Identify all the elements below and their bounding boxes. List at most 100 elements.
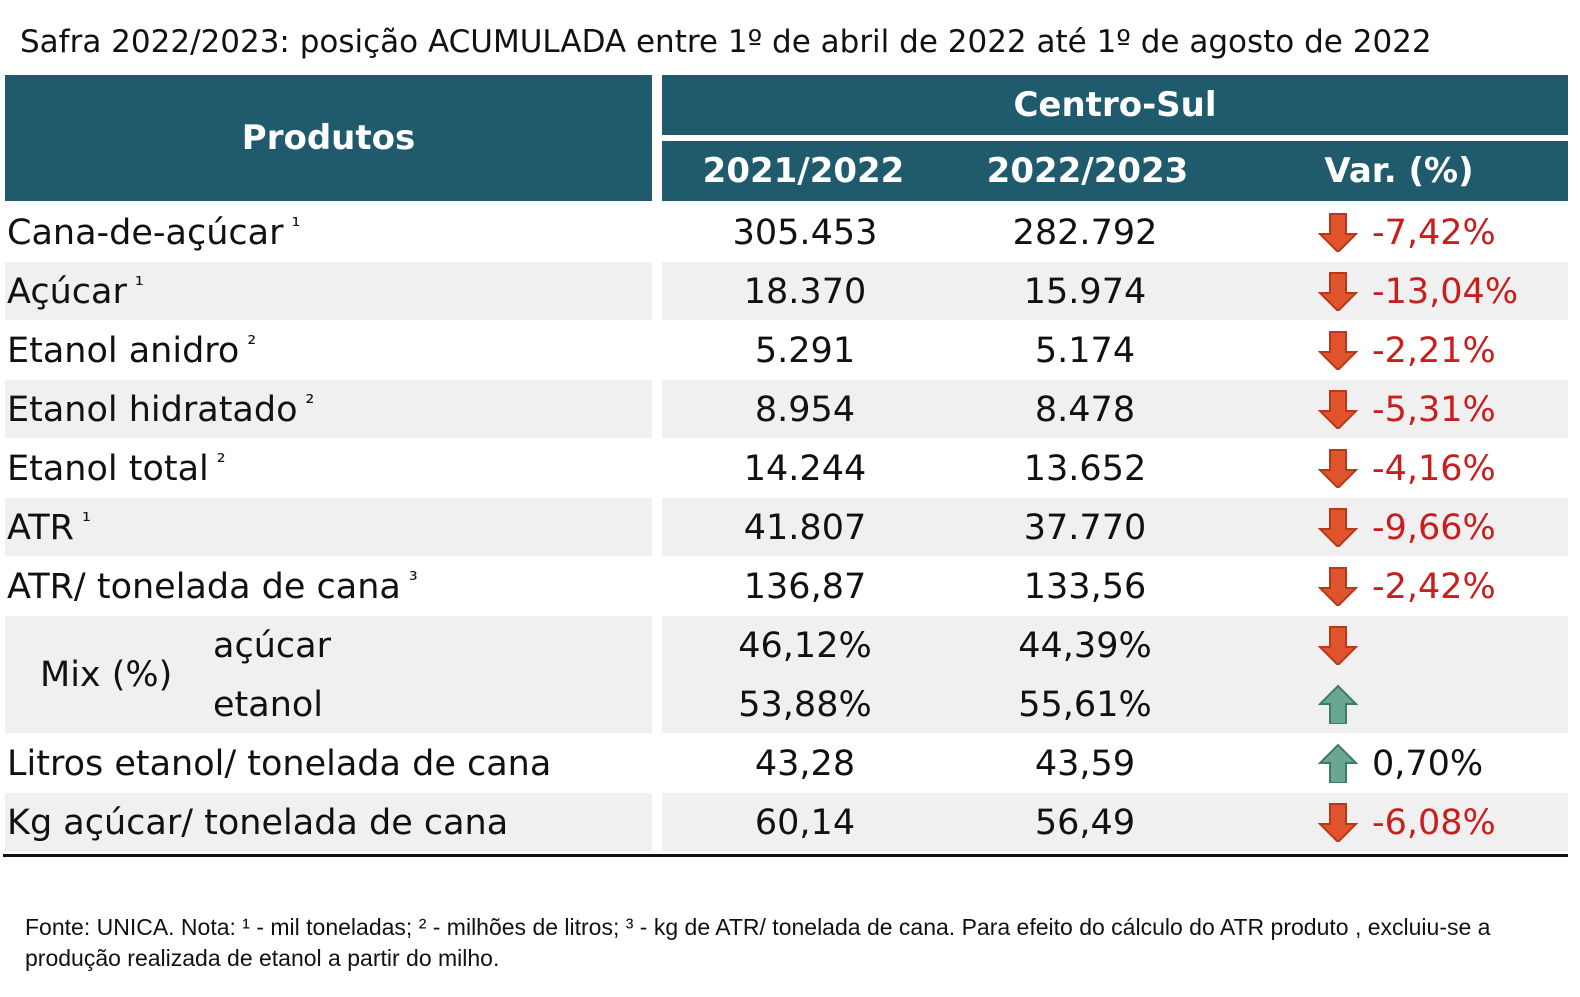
row-band <box>662 498 1568 556</box>
variation: -5,31% <box>1372 390 1496 430</box>
label-text: Kg açúcar/ tonelada de cana <box>7 803 509 843</box>
row-label: Kg açúcar/ tonelada de cana <box>7 806 508 841</box>
label-text: Etanol anidro <box>7 331 240 371</box>
arrow-down <box>1317 448 1359 490</box>
cell-value: 46,12% <box>738 626 872 666</box>
row-band <box>5 262 652 320</box>
cell-value: 43,28 <box>754 744 856 784</box>
footnote-mark: ¹ <box>134 273 144 298</box>
row-band <box>5 793 652 851</box>
arrow-icon <box>1317 272 1359 313</box>
cell-value: 8.478 <box>1034 390 1136 430</box>
footnote-mark: ² <box>216 450 226 475</box>
footnote-mark: ³ <box>408 568 418 593</box>
arrow-icon <box>1317 331 1359 372</box>
row-band <box>5 498 652 556</box>
variation: -6,08% <box>1372 803 1496 843</box>
footnote-mark: ¹ <box>291 214 301 239</box>
arrow-icon <box>1317 390 1359 431</box>
label-text: ATR/ tonelada de cana <box>7 567 401 607</box>
sub-label: açúcar <box>213 626 331 666</box>
variation: -2,21% <box>1372 331 1496 371</box>
arrow-down <box>1317 625 1359 667</box>
row-label: Etanol hidratado ² <box>7 393 314 428</box>
cell-value: 18.370 <box>743 272 867 312</box>
row-label: Etanol total ² <box>7 452 226 487</box>
arrow-icon <box>1317 213 1359 254</box>
row-band <box>5 616 652 733</box>
variation: -4,16% <box>1372 449 1496 489</box>
row-label: Açúcar ¹ <box>7 275 144 310</box>
row-band <box>662 380 1568 438</box>
cell-value: 133,56 <box>1023 567 1147 607</box>
cell-value: 15.974 <box>1023 272 1147 312</box>
label-text: ATR <box>7 508 74 548</box>
cell-value: 5.174 <box>1034 331 1136 371</box>
row-band <box>5 380 652 438</box>
arrow-icon <box>1317 567 1359 608</box>
cell-value: 37.770 <box>1023 508 1147 548</box>
header-column: Var. (%) <box>1230 141 1568 201</box>
cell-value: 41.807 <box>743 508 867 548</box>
row-label: ATR/ tonelada de cana ³ <box>7 570 418 605</box>
variation: -7,42% <box>1372 213 1496 253</box>
arrow-up <box>1317 684 1359 725</box>
header-products: Produtos <box>5 75 652 201</box>
cell-value: 55,61% <box>1018 685 1152 725</box>
cell-value: 282.792 <box>1012 213 1158 253</box>
cell-value: 56,49 <box>1034 803 1136 843</box>
label-text: Etanol total <box>7 449 209 489</box>
arrow-icon <box>1317 449 1359 490</box>
arrow-down <box>1317 271 1359 313</box>
cell-value: 305.453 <box>732 213 878 253</box>
cell-value: 60,14 <box>754 803 856 843</box>
row-label: Litros etanol/ tonelada de cana <box>7 747 551 782</box>
row-band <box>662 262 1568 320</box>
footnote-mark: ¹ <box>81 509 91 534</box>
label-text: Litros etanol/ tonelada de cana <box>7 744 552 784</box>
arrow-down <box>1317 389 1359 431</box>
header-region: Centro-Sul <box>662 75 1568 135</box>
arrow-down <box>1317 566 1359 608</box>
arrow-up <box>1317 743 1359 784</box>
row-label: Mix (%) <box>40 655 173 695</box>
cell-value: 8.954 <box>754 390 856 430</box>
arrow-icon <box>1317 684 1359 725</box>
row-label: Etanol anidro ² <box>7 334 256 369</box>
label-text: Etanol hidratado <box>7 390 298 430</box>
variation: 0,70% <box>1372 744 1484 784</box>
table-title: Safra 2022/2023: posição ACUMULADA entre… <box>20 24 1432 60</box>
label-text: Açúcar <box>7 272 127 312</box>
header-column: 2022/2023 <box>945 141 1230 201</box>
label-text: Cana-de-açúcar <box>7 213 284 253</box>
arrow-down <box>1317 212 1359 254</box>
arrow-icon <box>1317 743 1359 784</box>
row-band <box>662 616 1568 733</box>
row-label: ATR ¹ <box>7 511 91 546</box>
footnote-mark: ² <box>305 391 315 416</box>
variation: -13,04% <box>1372 272 1519 312</box>
arrow-icon <box>1317 803 1359 844</box>
arrow-down <box>1317 802 1359 844</box>
sub-label: etanol <box>213 685 324 725</box>
cell-value: 136,87 <box>743 567 867 607</box>
cell-value: 43,59 <box>1034 744 1136 784</box>
row-label: Cana-de-açúcar ¹ <box>7 216 300 251</box>
cell-value: 5.291 <box>754 331 856 371</box>
footnote: Fonte: UNICA. Nota: ¹ - mil toneladas; ²… <box>25 914 1491 971</box>
bottom-rule <box>3 854 1568 857</box>
arrow-down <box>1317 330 1359 372</box>
variation: -9,66% <box>1372 508 1496 548</box>
cell-value: 14.244 <box>743 449 867 489</box>
arrow-icon <box>1317 508 1359 549</box>
row-band <box>662 793 1568 851</box>
cell-value: 44,39% <box>1018 626 1152 666</box>
arrow-icon <box>1317 626 1359 667</box>
footnote-mark: ² <box>247 332 257 357</box>
header-column: 2021/2022 <box>662 141 945 201</box>
variation: -2,42% <box>1372 567 1496 607</box>
cell-value: 13.652 <box>1023 449 1147 489</box>
arrow-down <box>1317 507 1359 549</box>
cell-value: 53,88% <box>738 685 872 725</box>
